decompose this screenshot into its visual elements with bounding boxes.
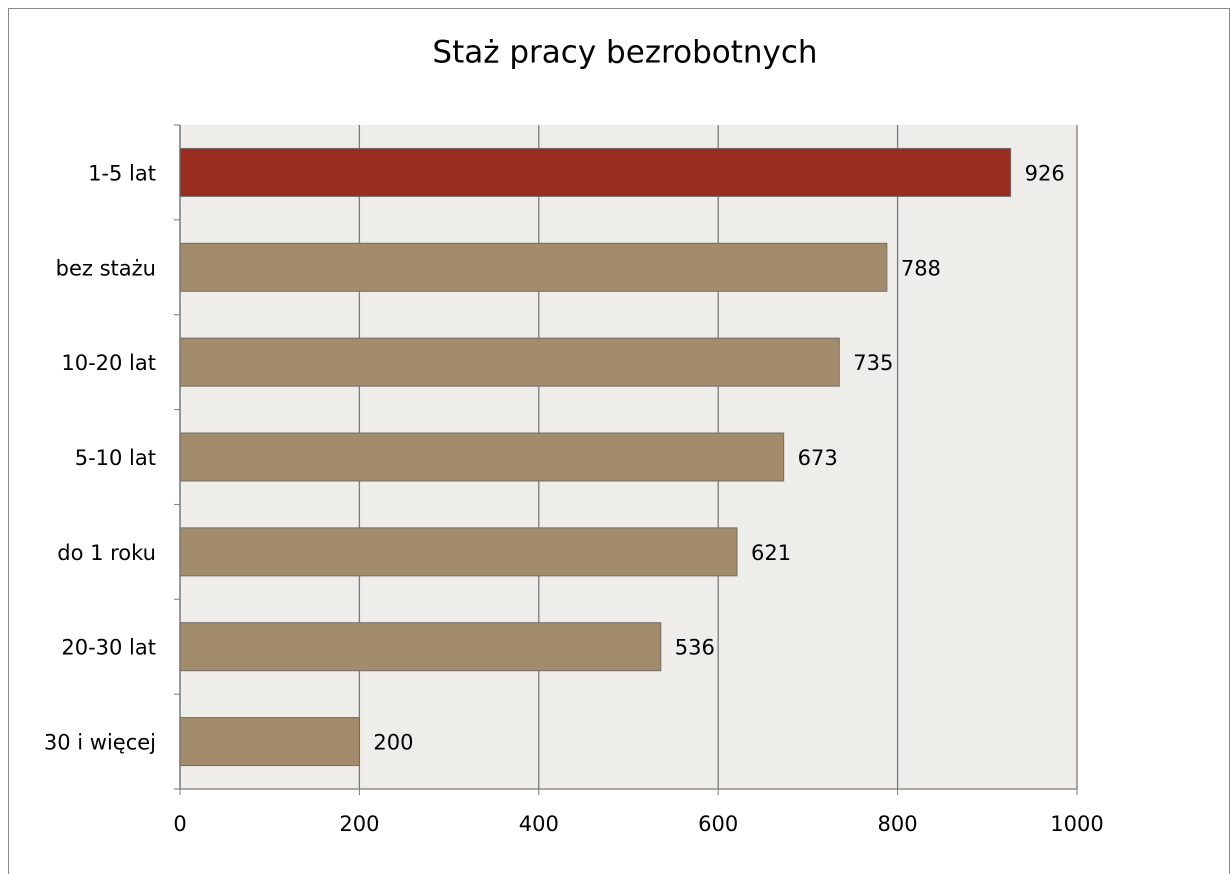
y-tick-label: 10-20 lat	[61, 351, 156, 375]
value-label: 621	[751, 541, 791, 565]
bar	[179, 717, 360, 767]
bar	[179, 527, 738, 577]
bar	[179, 432, 785, 482]
y-tick-label: bez stażu	[56, 256, 156, 280]
x-tick-label: 0	[173, 812, 186, 836]
value-label: 788	[901, 256, 941, 280]
x-tick-label: 800	[878, 812, 918, 836]
y-tick-label: 30 i więcej	[44, 731, 156, 755]
y-tick-label: 5-10 lat	[75, 446, 156, 470]
value-label: 926	[1025, 161, 1065, 185]
value-label: 536	[675, 636, 715, 660]
y-tick-label: 1-5 lat	[88, 161, 156, 185]
x-tick-label: 1000	[1050, 812, 1103, 836]
x-tick-label: 600	[698, 812, 738, 836]
value-label: 735	[853, 351, 893, 375]
bar	[179, 147, 1012, 197]
value-label: 673	[798, 446, 838, 470]
chart-title: Staż pracy bezrobotnych	[432, 35, 817, 71]
bar	[179, 622, 662, 672]
bar	[179, 242, 888, 292]
value-label: 200	[373, 731, 413, 755]
x-tick-label: 400	[519, 812, 559, 836]
x-tick-label: 200	[339, 812, 379, 836]
y-tick-label: 20-30 lat	[61, 636, 156, 660]
bar	[179, 337, 840, 387]
y-tick-label: do 1 roku	[57, 541, 156, 565]
